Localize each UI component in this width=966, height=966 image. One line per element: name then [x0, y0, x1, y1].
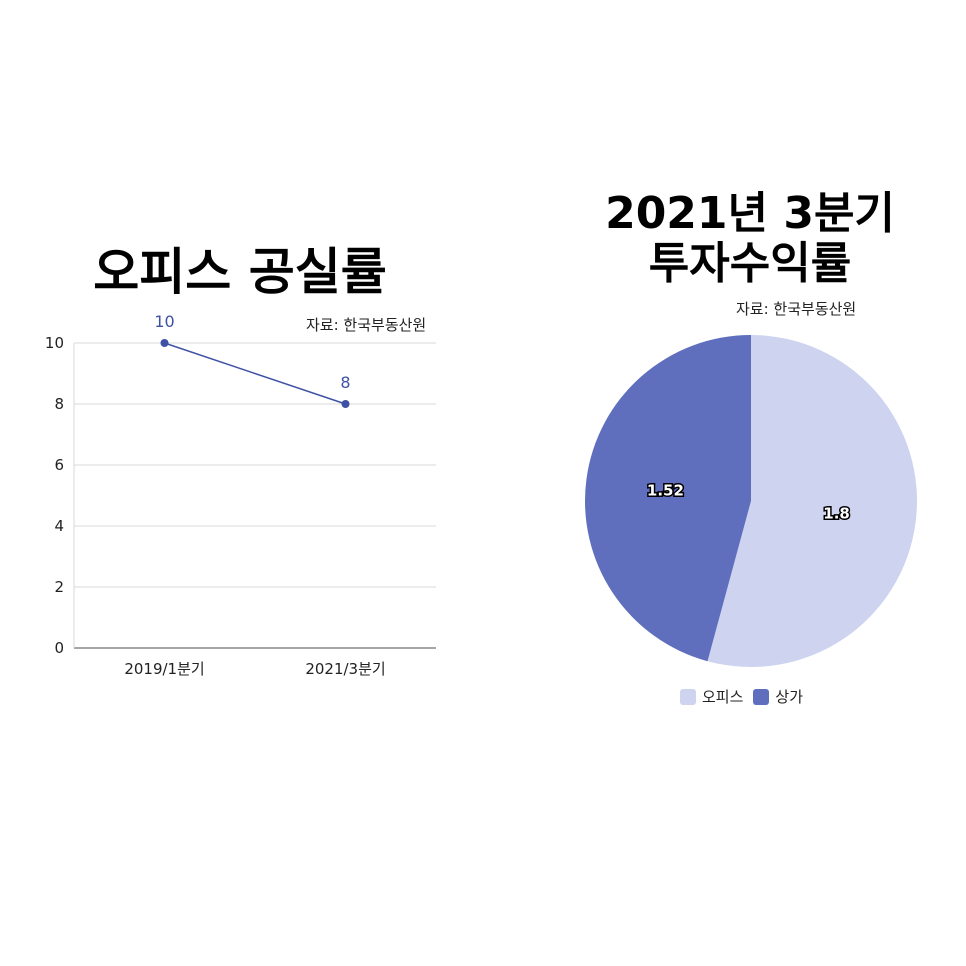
- pie-chart-title-line2: 투자수익률: [648, 238, 852, 289]
- line-chart-series: [160, 339, 350, 408]
- x-tick-label: 2021/3분기: [305, 660, 385, 678]
- line-chart-title: 오피스 공실률: [93, 243, 387, 301]
- legend-label-office: 오피스: [702, 688, 744, 706]
- y-tick-label: 4: [54, 517, 64, 535]
- legend-item-office[interactable]: 오피스: [680, 686, 743, 707]
- line-chart-x-tick-labels: 2019/1분기 2021/3분기: [124, 660, 385, 678]
- pie-chart-legend: 오피스 상가: [680, 686, 803, 707]
- pie-chart-slices: [584, 335, 917, 668]
- data-point: [341, 400, 350, 408]
- pie-data-label: 1.8: [823, 504, 850, 522]
- y-tick-label: 8: [54, 395, 64, 413]
- legend-item-retail[interactable]: 상가: [753, 686, 803, 707]
- pie-chart-source: 자료: 한국부동산원: [736, 300, 857, 318]
- y-tick-label: 2: [54, 578, 64, 596]
- data-label: 8: [340, 373, 350, 392]
- y-tick-label: 10: [45, 334, 64, 352]
- line-chart-source: 자료: 한국부동산원: [306, 316, 427, 334]
- x-tick-label: 2019/1분기: [124, 660, 204, 678]
- line-chart-y-tick-labels: 0 2 4 6 8 10: [45, 334, 64, 657]
- pie-chart-data-labels: 1.8 1.52: [645, 480, 851, 524]
- line-chart-grid: [73, 342, 436, 649]
- y-tick-label: 0: [54, 639, 64, 657]
- data-point: [160, 339, 169, 347]
- pie-data-label: 1.52: [647, 482, 684, 500]
- pie-chart-title-line1: 2021년 3분기: [605, 188, 895, 239]
- legend-swatch-office: [680, 688, 696, 705]
- y-tick-label: 6: [54, 456, 64, 474]
- legend-label-retail: 상가: [775, 688, 804, 706]
- legend-swatch-retail: [753, 688, 770, 705]
- data-label: 10: [154, 312, 174, 331]
- pie-slice: [584, 335, 751, 662]
- series-line: [164, 342, 346, 405]
- pie-slice: [707, 335, 917, 668]
